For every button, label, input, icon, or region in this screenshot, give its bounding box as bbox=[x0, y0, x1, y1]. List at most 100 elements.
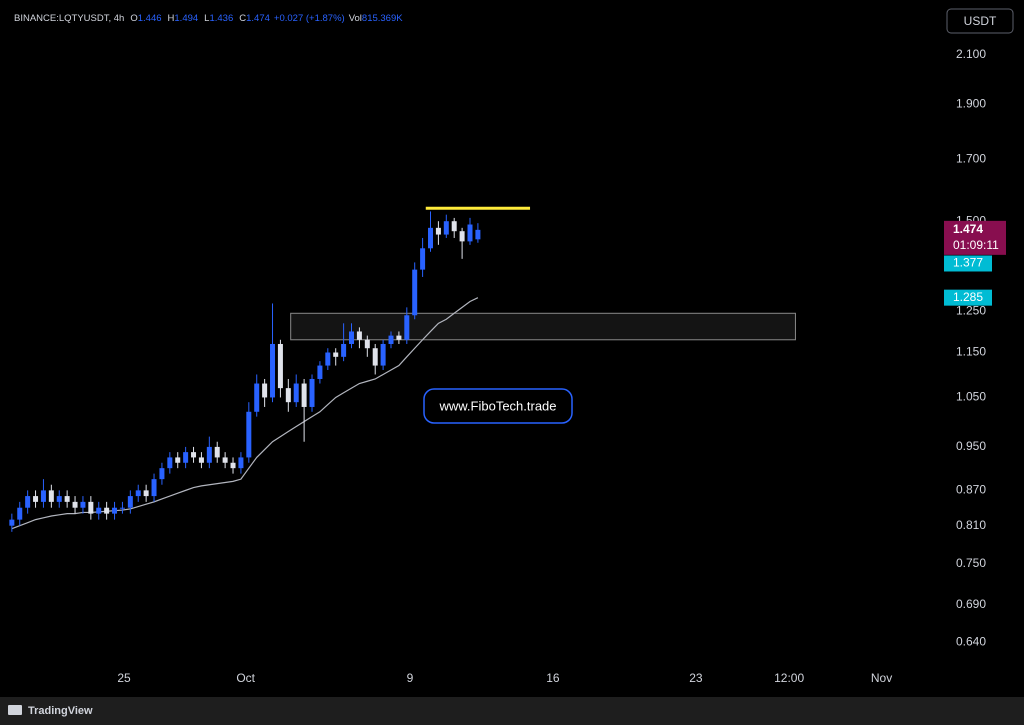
price-label: 1.285 bbox=[953, 290, 983, 304]
candle-body bbox=[40, 490, 46, 502]
y-tick-label: 1.250 bbox=[956, 303, 986, 317]
ohlc-label: L bbox=[204, 13, 209, 24]
y-tick-label: 0.640 bbox=[956, 634, 986, 648]
y-tick-label: 0.690 bbox=[956, 597, 986, 611]
candle-body bbox=[475, 229, 481, 240]
candle-body bbox=[206, 446, 212, 463]
last-price-box bbox=[944, 220, 1006, 255]
candle-body bbox=[246, 411, 252, 458]
candle-body bbox=[222, 457, 228, 463]
currency[interactable]: USDT bbox=[964, 14, 997, 28]
candle-body bbox=[372, 348, 378, 366]
candle-body bbox=[191, 452, 197, 458]
change: +0.027 (+1.87%) bbox=[274, 13, 345, 24]
candle-body bbox=[309, 378, 315, 407]
candle-body bbox=[64, 496, 70, 502]
candle-body bbox=[143, 490, 149, 497]
candle-body bbox=[183, 452, 189, 463]
x-tick-label: Oct bbox=[236, 671, 255, 685]
candle-body bbox=[214, 446, 220, 458]
candle-body bbox=[443, 221, 449, 235]
candle-body bbox=[396, 335, 402, 340]
candle-body bbox=[25, 496, 31, 508]
candle-body bbox=[293, 383, 299, 403]
candle-body bbox=[104, 507, 110, 514]
candle-body bbox=[80, 501, 86, 508]
bottom-bar bbox=[0, 697, 1024, 725]
candle-body bbox=[17, 507, 23, 520]
price-label-box bbox=[944, 255, 992, 272]
candle-body bbox=[467, 224, 473, 242]
symbol: BINANCE:LQTYUSDT, 4h bbox=[14, 13, 124, 24]
candle-body bbox=[230, 462, 236, 469]
y-tick-label: 1.150 bbox=[956, 345, 986, 359]
candle-body bbox=[277, 343, 283, 389]
x-tick-label: 25 bbox=[117, 671, 131, 685]
candle-body bbox=[96, 507, 102, 514]
volume-label: Vol bbox=[349, 13, 362, 24]
x-tick-label: 16 bbox=[546, 671, 560, 685]
price-label: 1.377 bbox=[953, 256, 983, 270]
x-tick-label: 12:00 bbox=[774, 671, 804, 685]
candle-body bbox=[270, 343, 276, 398]
ohlc-value: 1.474 bbox=[246, 13, 270, 24]
candle-body bbox=[88, 501, 94, 514]
candle-body bbox=[159, 468, 165, 480]
y-tick-label: 0.810 bbox=[956, 518, 986, 532]
y-tick-label: 1.900 bbox=[956, 97, 986, 111]
ohlc-label: O bbox=[130, 13, 137, 24]
candle-body bbox=[167, 457, 173, 469]
ohlc-label: C bbox=[239, 13, 246, 24]
countdown: 01:09:11 bbox=[953, 238, 999, 252]
currency-button[interactable] bbox=[946, 8, 1014, 34]
candle-body bbox=[364, 339, 370, 349]
candle-body bbox=[127, 496, 133, 508]
candle-body bbox=[112, 507, 118, 514]
candle-body bbox=[254, 383, 260, 412]
candle-body bbox=[317, 365, 323, 379]
brand-logo bbox=[8, 705, 22, 715]
candle-body bbox=[175, 457, 181, 463]
candle-body bbox=[325, 352, 331, 366]
candle-body bbox=[33, 496, 39, 502]
ohlc-value: 1.494 bbox=[174, 13, 198, 24]
price-label-box bbox=[944, 289, 992, 306]
candle-body bbox=[56, 496, 62, 502]
candle-body bbox=[404, 315, 410, 340]
candle-body bbox=[238, 457, 244, 469]
candle-body bbox=[356, 331, 362, 340]
candle-body bbox=[285, 388, 291, 403]
candle-body bbox=[412, 269, 418, 316]
last-price: 1.474 bbox=[953, 222, 983, 236]
ohlc-value: 1.446 bbox=[138, 13, 162, 24]
candle-body bbox=[9, 519, 15, 526]
candle-body bbox=[459, 231, 465, 242]
candle-body bbox=[301, 383, 307, 407]
watermark-box bbox=[423, 388, 573, 424]
candle-body bbox=[135, 490, 141, 497]
header: BINANCE:LQTYUSDT, 4h O1.446 H1.494 L1.436 C1… bbox=[14, 13, 403, 24]
y-tick-label: 0.950 bbox=[956, 439, 986, 453]
x-tick-label: 9 bbox=[407, 671, 414, 685]
watermark: www.FiboTech.trade bbox=[438, 398, 556, 413]
candle-body bbox=[435, 227, 441, 235]
candle-body bbox=[262, 383, 268, 398]
candle-body bbox=[420, 248, 426, 270]
candle-body bbox=[341, 343, 347, 357]
ohlc-label: H bbox=[168, 13, 175, 24]
candle-body bbox=[428, 227, 434, 249]
candle-body bbox=[72, 501, 78, 508]
y-tick-label: 1.700 bbox=[956, 152, 986, 166]
y-tick-label: 2.100 bbox=[956, 47, 986, 61]
y-tick-label: 0.750 bbox=[956, 556, 986, 570]
candle-body bbox=[349, 331, 355, 344]
volume: 815.369K bbox=[362, 13, 403, 24]
candle-body bbox=[333, 352, 339, 357]
x-tick-label: 23 bbox=[689, 671, 703, 685]
candle-body bbox=[451, 221, 457, 232]
candle-body bbox=[151, 479, 157, 497]
candle-body bbox=[380, 343, 386, 366]
ohlc-value: 1.436 bbox=[209, 13, 233, 24]
